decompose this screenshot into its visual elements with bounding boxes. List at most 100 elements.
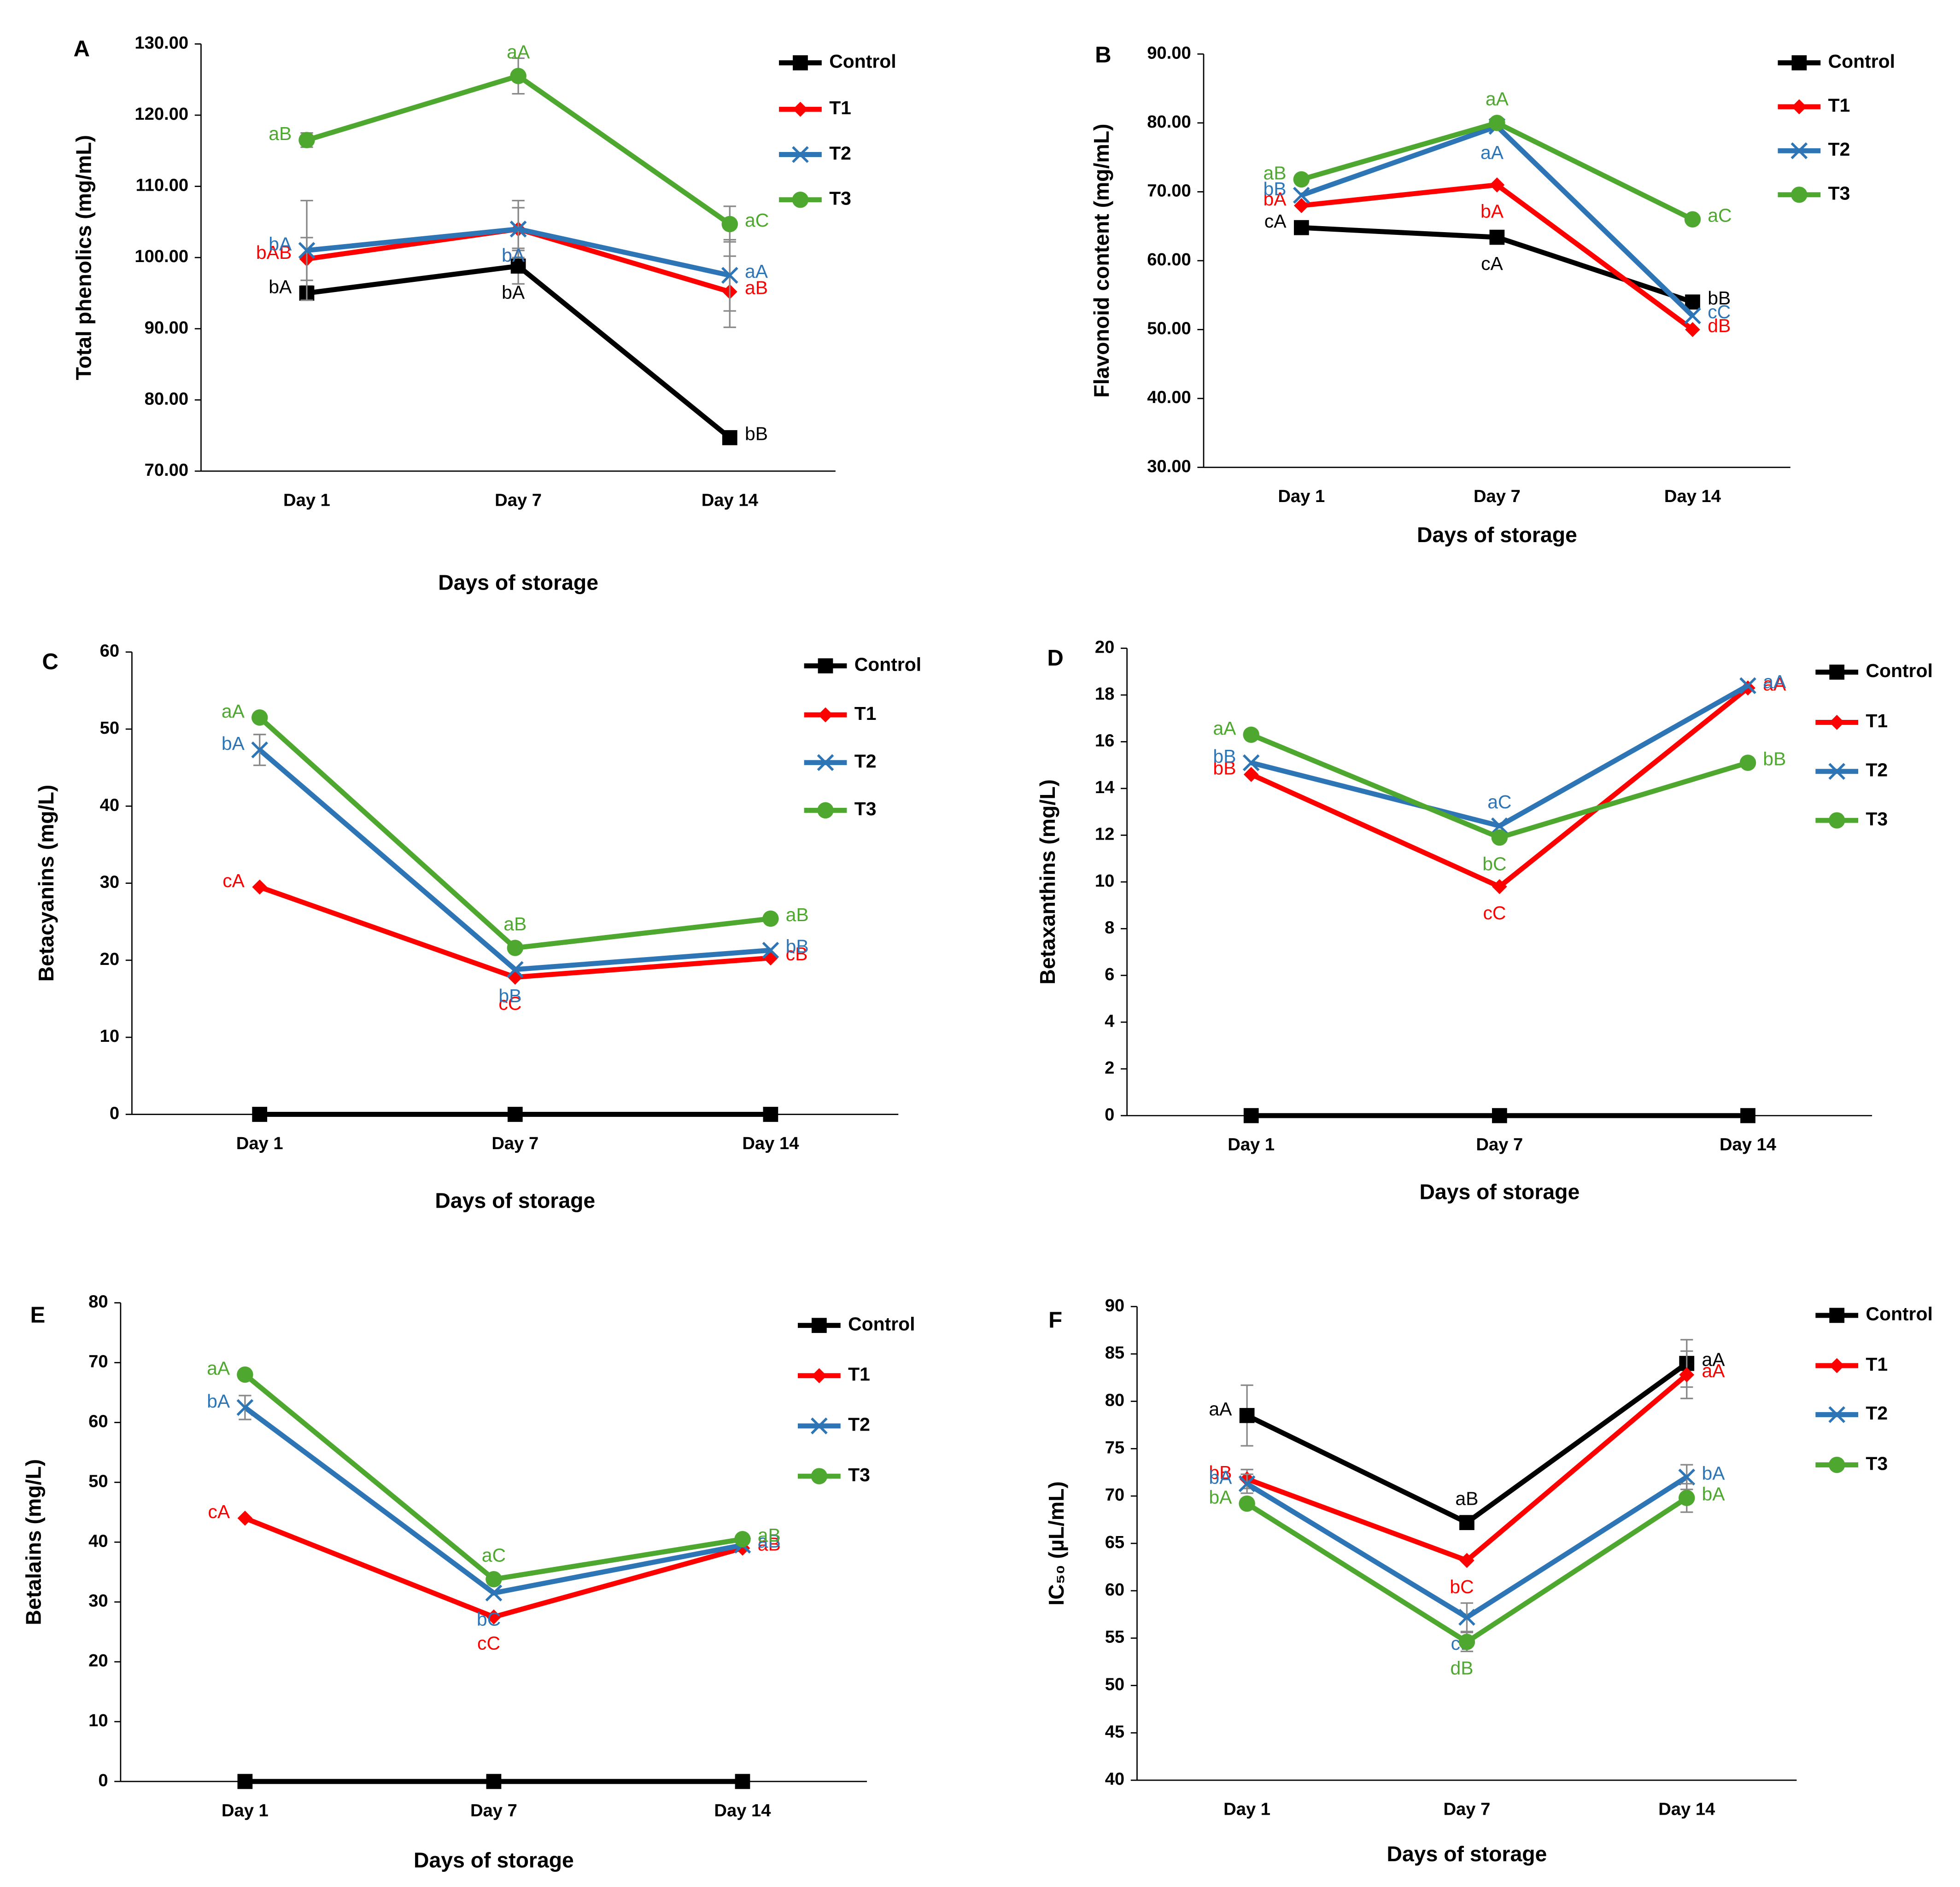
marker — [1239, 1495, 1255, 1512]
marker — [1458, 1609, 1475, 1626]
marker — [486, 1774, 502, 1789]
y-tick-label: 30 — [88, 1591, 108, 1611]
y-axis-label: Total phenolics (mg/mL) — [72, 135, 96, 380]
marker — [1491, 829, 1508, 846]
y-tick-label: 120.00 — [135, 104, 188, 124]
marker — [1679, 1367, 1695, 1383]
legend-label: Control — [1866, 660, 1932, 681]
marker — [298, 132, 315, 148]
marker — [734, 1531, 751, 1548]
y-tick-label: 50 — [100, 718, 119, 738]
legend-label: T3 — [1828, 183, 1850, 204]
x-tick-label: Day 1 — [1278, 486, 1325, 506]
marker — [1459, 1553, 1474, 1568]
marker — [1293, 187, 1310, 204]
significance-letter: cA — [222, 870, 245, 891]
significance-letter: bB — [1264, 178, 1287, 199]
legend-label: Control — [1866, 1303, 1932, 1325]
y-tick-label: 18 — [1095, 684, 1114, 704]
legend-marker — [1829, 1308, 1845, 1323]
x-tick-label: Day 14 — [1720, 1135, 1777, 1155]
marker — [1684, 307, 1701, 324]
legend-marker — [1828, 1406, 1845, 1423]
y-tick-label: 90.00 — [145, 318, 189, 338]
legend-label: T3 — [829, 188, 851, 209]
marker — [509, 221, 527, 238]
marker — [722, 430, 737, 445]
legend-marker — [1829, 1358, 1845, 1373]
panel-label: E — [30, 1303, 45, 1328]
y-tick-label: 0 — [1105, 1104, 1114, 1124]
significance-letter: aB — [758, 1531, 781, 1552]
y-tick-label: 60 — [100, 641, 119, 661]
significance-letter: cA — [1481, 253, 1503, 274]
marker — [721, 267, 738, 284]
significance-letter: bA — [1702, 1462, 1725, 1484]
marker — [1492, 1108, 1507, 1123]
legend-label: T1 — [848, 1364, 870, 1385]
marker — [1678, 1468, 1696, 1486]
significance-letter: bC — [1482, 853, 1506, 874]
y-tick-label: 60.00 — [1147, 250, 1191, 269]
legend-label: Control — [1828, 51, 1895, 72]
y-tick-label: 20 — [100, 949, 119, 969]
y-tick-label: 0 — [98, 1770, 108, 1790]
x-axis-label: Days of storage — [435, 1189, 595, 1213]
y-tick-label: 10 — [1095, 871, 1114, 891]
marker — [237, 1510, 253, 1526]
significance-letter: aA — [1480, 142, 1504, 163]
significance-letter: aA — [1209, 1398, 1232, 1420]
marker — [1243, 767, 1259, 782]
panel-label: D — [1047, 646, 1063, 671]
significance-letter: bA — [502, 282, 525, 303]
marker — [510, 258, 526, 274]
y-axis-label: Betalains (mg/L) — [22, 1459, 46, 1625]
significance-letter: aC — [1487, 791, 1511, 812]
x-tick-label: Day 14 — [1658, 1799, 1715, 1819]
y-tick-label: 50 — [88, 1471, 108, 1491]
marker — [251, 741, 268, 759]
legend-marker — [793, 55, 808, 70]
x-axis-label: Days of storage — [1417, 523, 1577, 547]
y-tick-label: 12 — [1095, 824, 1114, 844]
legend-marker — [811, 1468, 828, 1484]
y-tick-label: 100.00 — [135, 246, 188, 266]
y-tick-label: 16 — [1095, 731, 1114, 751]
x-tick-label: Day 14 — [702, 490, 759, 510]
x-tick-label: Day 1 — [1223, 1799, 1270, 1819]
legend-marker — [1791, 99, 1807, 115]
legend-label: T2 — [829, 142, 851, 164]
panel-label: C — [42, 649, 58, 674]
legend-label: T3 — [848, 1464, 870, 1485]
series-line — [244, 1516, 743, 1620]
marker — [1293, 171, 1310, 188]
significance-letter: aA — [1486, 88, 1509, 110]
y-tick-label: 45 — [1105, 1722, 1124, 1741]
x-tick-label: Day 7 — [470, 1800, 517, 1820]
y-tick-label: 130.00 — [135, 33, 188, 53]
panel-label: A — [74, 36, 90, 61]
legend-label: T1 — [1866, 710, 1888, 731]
significance-letter: aB — [758, 1534, 781, 1555]
significance-letter: dB — [1450, 1658, 1473, 1679]
marker — [1293, 220, 1309, 235]
x-tick-label: Day 7 — [495, 490, 542, 510]
legend-label: T1 — [854, 703, 877, 724]
y-tick-label: 110.00 — [135, 175, 188, 195]
significance-letter: aB — [1455, 1488, 1478, 1509]
significance-letter: bA — [269, 234, 292, 255]
y-tick-label: 80.00 — [1147, 112, 1191, 132]
y-tick-label: 70.00 — [145, 460, 189, 480]
y-tick-label: 65 — [1105, 1532, 1124, 1552]
y-axis-label: IC₅₀ (µL/mL) — [1044, 1481, 1068, 1606]
marker — [1685, 294, 1700, 310]
significance-letter: bA — [502, 245, 525, 266]
legend-marker — [817, 754, 834, 771]
marker — [485, 1584, 503, 1601]
x-axis-label: Days of storage — [414, 1848, 574, 1872]
marker — [236, 1399, 254, 1416]
marker — [510, 68, 527, 84]
y-axis-label: Betacyanins (mg/L) — [34, 785, 58, 982]
significance-letter: cC — [477, 1632, 500, 1653]
y-axis-label: Betaxanthins (mg/L) — [1036, 779, 1059, 985]
